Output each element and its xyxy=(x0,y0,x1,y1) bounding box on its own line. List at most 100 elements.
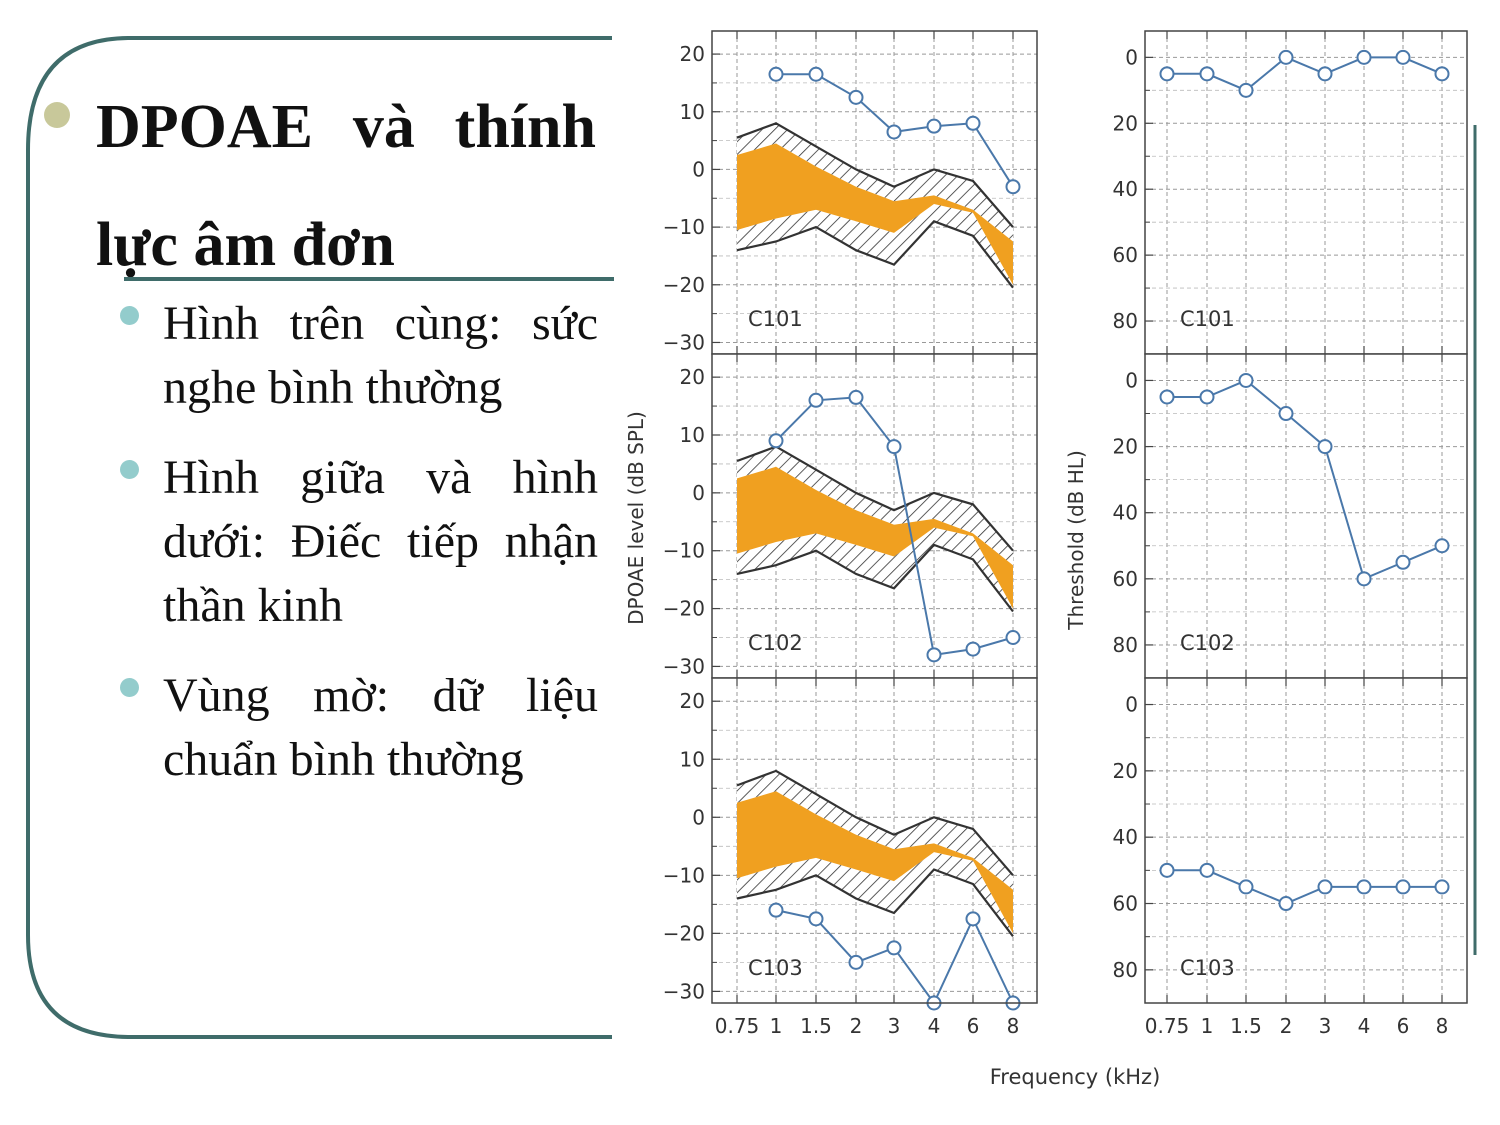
threshold-y-tick-label: 60 xyxy=(1113,567,1138,591)
bullet-icon xyxy=(120,460,139,479)
norm-hatch-upper xyxy=(737,770,1013,890)
data-point xyxy=(1199,389,1215,405)
dpoae-y-tick-label: 0 xyxy=(692,481,705,505)
panel-label: C102 xyxy=(1180,631,1235,655)
threshold-y-axis-label: Threshold (dB HL) xyxy=(1064,450,1088,630)
dpoae-y-tick-label: 10 xyxy=(680,747,705,771)
norm-lower-line xyxy=(736,543,1014,613)
x-tick-label: 1.5 xyxy=(1230,1014,1262,1038)
threshold-y-tick-label: 60 xyxy=(1113,892,1138,916)
x-tick-label: 3 xyxy=(1319,1014,1332,1038)
panel-border xyxy=(711,677,1038,1004)
dpoae-y-axis-label: DPOAE level (dB SPL) xyxy=(624,411,648,625)
data-point xyxy=(1356,571,1372,587)
panel-background xyxy=(1145,354,1467,678)
data-point xyxy=(1199,862,1215,878)
panel-border xyxy=(1144,677,1468,1004)
dpoae-y-tick-label: −30 xyxy=(663,979,705,1003)
dpoae-y-tick-label: 10 xyxy=(680,423,705,447)
data-point xyxy=(1356,879,1372,895)
data-point xyxy=(1395,49,1411,65)
threshold-y-tick-label: 0 xyxy=(1125,693,1138,717)
x-tick-label: 1.5 xyxy=(800,1014,832,1038)
data-point xyxy=(1278,49,1294,65)
data-point xyxy=(1317,879,1333,895)
data-point xyxy=(1238,82,1254,98)
dpoae-y-tick-label: −30 xyxy=(663,330,705,354)
threshold-y-tick-label: 40 xyxy=(1113,177,1138,201)
panel-background xyxy=(1145,678,1467,1003)
data-point xyxy=(886,439,902,455)
data-point xyxy=(848,89,864,105)
x-tick-label: 8 xyxy=(1436,1014,1449,1038)
dpoae-y-tick-label: 20 xyxy=(680,689,705,713)
data-point xyxy=(965,641,981,657)
norm-orange-band xyxy=(737,466,1013,609)
x-tick-label: 8 xyxy=(1007,1014,1020,1038)
bullet-item: Hình giữa và hình dưới: Điếc tiếp nhận t… xyxy=(118,446,598,638)
threshold-y-tick-label: 80 xyxy=(1113,958,1138,982)
data-point xyxy=(965,911,981,927)
data-point xyxy=(1238,879,1254,895)
norm-upper-line xyxy=(736,769,1014,877)
threshold-y-tick-label: 0 xyxy=(1125,45,1138,69)
data-point xyxy=(965,115,981,131)
data-point xyxy=(848,954,864,970)
norm-lower-line xyxy=(736,868,1014,937)
threshold-grid xyxy=(1145,354,1467,678)
norm-upper-line xyxy=(736,445,1014,552)
data-point xyxy=(808,911,824,927)
x-tick-label: 2 xyxy=(1280,1014,1293,1038)
dpoae-y-tick-label: −20 xyxy=(663,597,705,621)
x-tick-label: 2 xyxy=(850,1014,863,1038)
threshold-panel-3: 0 20 40 60 80 C103 xyxy=(1113,677,1468,1004)
data-point xyxy=(768,66,784,82)
data-point xyxy=(886,940,902,956)
dpoae-y-tick-label: 10 xyxy=(680,100,705,124)
x-tick-label: 1 xyxy=(770,1014,783,1038)
data-point xyxy=(1278,896,1294,912)
threshold-y-tick-label: 20 xyxy=(1113,111,1138,135)
data-point xyxy=(848,389,864,405)
bullet-item: Hình trên cùng: sức nghe bình thường xyxy=(118,292,598,420)
data-point xyxy=(1159,389,1175,405)
x-tick-label: 0.75 xyxy=(715,1014,760,1038)
title-bullet-icon xyxy=(44,102,70,128)
data-point xyxy=(1199,66,1215,82)
dpoae-y-tick-label: −20 xyxy=(663,273,705,297)
bullet-icon xyxy=(120,678,139,697)
data-point xyxy=(808,392,824,408)
threshold-y-tick-label: 40 xyxy=(1113,825,1138,849)
data-point xyxy=(886,124,902,140)
data-point xyxy=(1317,66,1333,82)
norm-hatch-upper xyxy=(737,446,1013,566)
data-point xyxy=(1434,879,1450,895)
title-divider xyxy=(124,277,614,281)
data-point xyxy=(1317,439,1333,455)
dpoae-panel-1: 20 10 0 −10 −20 −30 C101 xyxy=(663,30,1038,355)
data-point xyxy=(1005,630,1021,645)
data-point xyxy=(926,118,942,134)
x-tick-label: 0.75 xyxy=(1145,1014,1190,1038)
threshold-grid xyxy=(1145,678,1467,1003)
data-point xyxy=(1005,179,1021,195)
data-point xyxy=(768,902,784,918)
data-point xyxy=(1434,66,1450,82)
x-axis-label: Frequency (kHz) xyxy=(990,1065,1161,1089)
dpoae-y-tick-label: 0 xyxy=(692,805,705,829)
data-point xyxy=(1159,862,1175,878)
x-tick-label: 6 xyxy=(1397,1014,1410,1038)
dpoae-y-tick-label: −10 xyxy=(663,863,705,887)
data-point xyxy=(1395,879,1411,895)
bullet-list: Hình trên cùng: sức nghe bình thường Hìn… xyxy=(118,292,598,818)
threshold-panel-1: 0 20 40 60 80 C101 xyxy=(1113,30,1468,355)
panel-label: C103 xyxy=(1180,956,1235,980)
norm-lower-line xyxy=(736,220,1014,289)
dpoae-y-tick-label: −10 xyxy=(663,539,705,563)
dpoae-y-tick-label: 20 xyxy=(680,42,705,66)
threshold-panel-2: 0 20 40 60 80 C102 xyxy=(1113,353,1468,679)
threshold-y-tick-label: 60 xyxy=(1113,243,1138,267)
panel-background xyxy=(1145,31,1467,354)
